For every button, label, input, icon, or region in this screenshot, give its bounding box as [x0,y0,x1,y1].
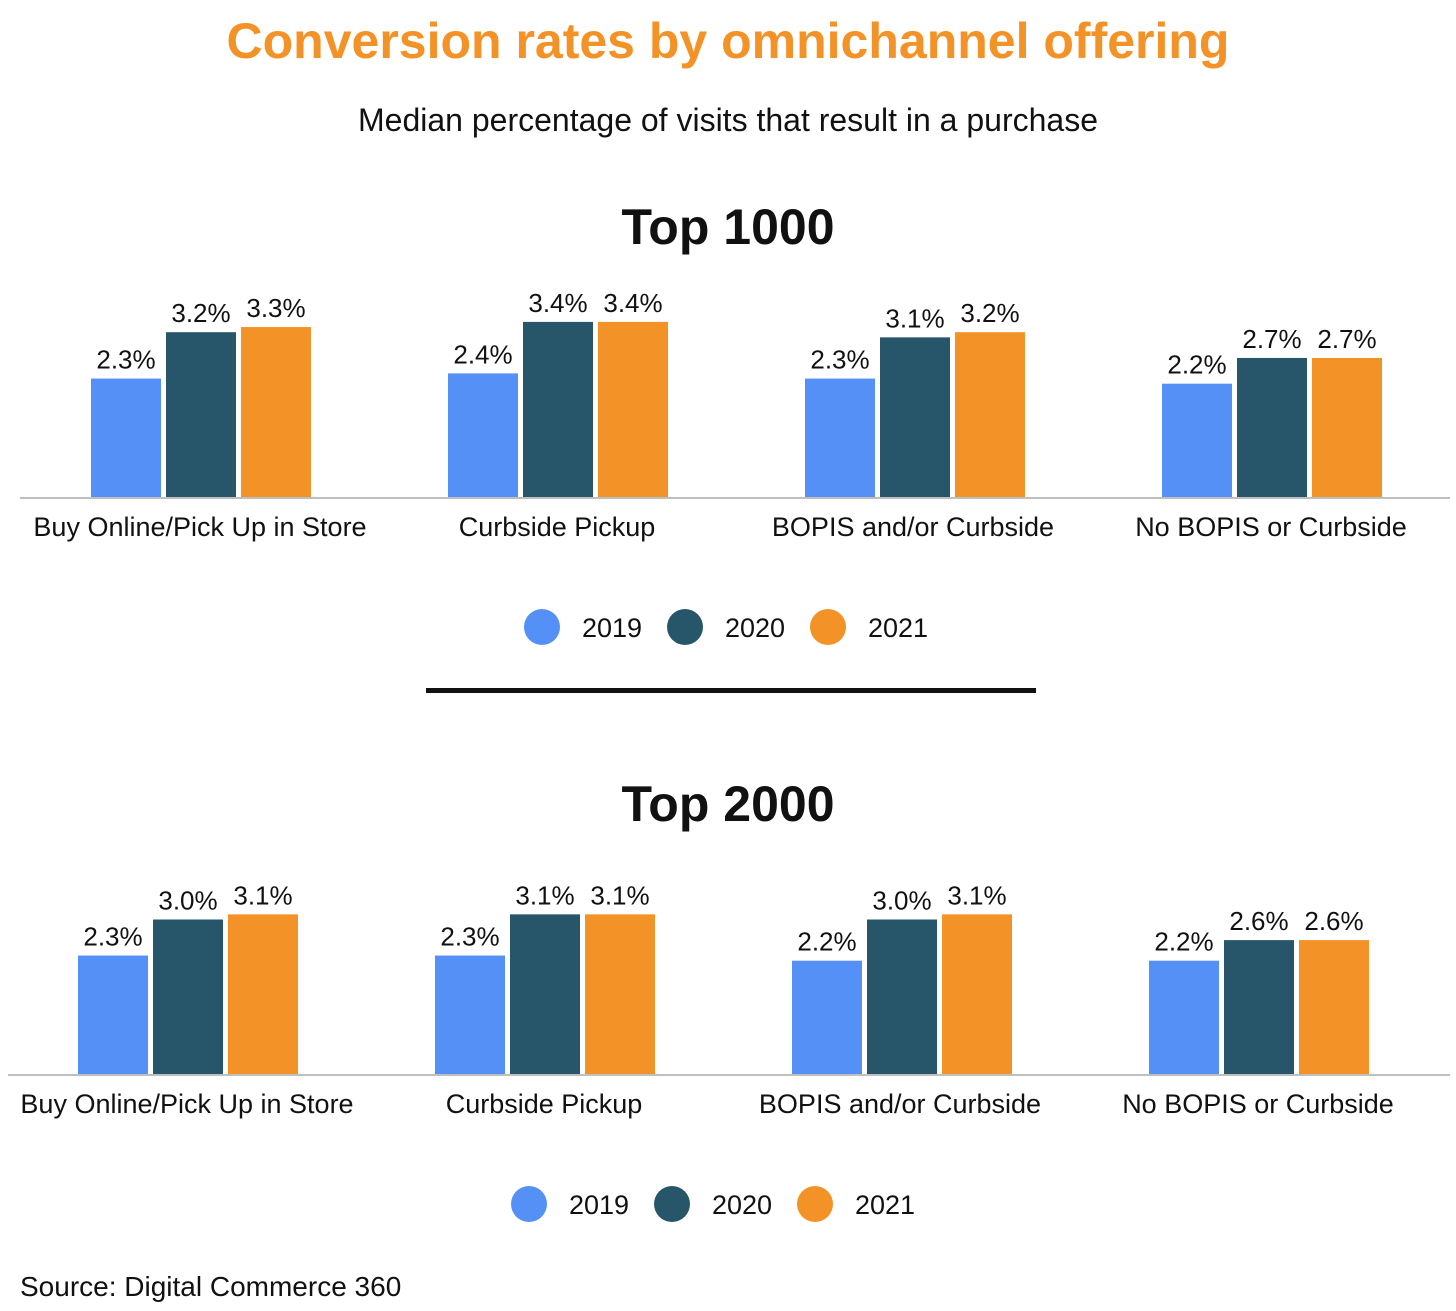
chart-1-value-label: 2.2% [1154,927,1213,957]
chart-0-value-label: 2.4% [453,339,512,369]
chart-0-value-label: 3.1% [885,303,944,333]
chart-1-value-label: 2.3% [440,922,499,952]
chart-0-bar-2021-2 [955,332,1025,497]
chart-0-bar-2019-3 [1162,383,1232,497]
chart-0-bar-2020-0 [166,332,236,497]
chart-0-legend-swatch-2019 [524,609,560,645]
chart-0-bar-2020-2 [880,337,950,497]
chart-0-value-label: 2.3% [96,345,155,375]
chart-0-legend-swatch-2020 [667,609,703,645]
chart-0-value-label: 3.4% [528,288,587,318]
chart-0-value-label: 3.3% [246,293,305,323]
source-note: Source: Digital Commerce 360 [20,1271,402,1302]
chart-1-bar-2019-0 [78,955,148,1074]
chart-0-value-label: 2.2% [1167,350,1226,380]
chart-0-bar-2019-2 [805,378,875,497]
chart-1-value-label: 3.0% [158,886,217,916]
chart-1-bar-2019-1 [435,955,505,1074]
panel-title-top-2000: Top 2000 [621,776,835,832]
chart-1-value-label: 2.6% [1304,906,1363,936]
chart-1-value-label: 3.0% [872,886,931,916]
section-divider [426,688,1036,693]
chart-1-bar-2019-3 [1149,960,1219,1074]
chart-1-legend-label-2021: 2021 [855,1190,915,1220]
chart-1-legend-label-2020: 2020 [712,1190,772,1220]
chart-0-bar-2021-0 [241,327,311,497]
chart-0-bar-2021-1 [598,321,668,497]
chart-0-category-label: Buy Online/Pick Up in Store [33,512,366,542]
chart-0-bar-2020-3 [1237,357,1307,497]
chart-1-bar-2020-2 [867,919,937,1074]
chart-title: Conversion rates by omnichannel offering [226,13,1230,69]
chart-1-category-label: Buy Online/Pick Up in Store [20,1089,353,1119]
chart-1-value-label: 3.1% [515,880,574,910]
chart-0-value-label: 2.3% [810,345,869,375]
chart-1-bar-2021-1 [585,914,655,1074]
chart-1-bar-2019-2 [792,960,862,1074]
chart-1-value-label: 2.2% [797,927,856,957]
chart-0-bar-2019-0 [91,378,161,497]
chart-1-legend-swatch-2021 [797,1186,833,1222]
chart-1-bar-2020-3 [1224,940,1294,1074]
chart-1-bar-2021-0 [228,914,298,1074]
chart-1-legend-swatch-2019 [511,1186,547,1222]
chart-1-value-label: 3.1% [947,880,1006,910]
chart-top-2000: 2.3% 2.3% 2.2% 2.2% 3.0% 3.1% 3.0% 2.6% 3.1% 3.1%… [8,880,1450,1222]
chart-0-category-label: BOPIS and/or Curbside [772,512,1054,542]
chart-1-legend-label-2019: 2019 [569,1190,629,1220]
chart-top-1000: 2.3% 2.4% 2.3% 2.2% 3.2% 3.4% 3.1% 2.7% 3.3% 3.4%… [20,288,1450,645]
chart-0-category-label: No BOPIS or Curbside [1135,512,1407,542]
chart-1-value-label: 3.1% [233,880,292,910]
chart-1-value-label: 3.1% [590,880,649,910]
chart-0-legend-swatch-2021 [810,609,846,645]
chart-1-value-label: 2.6% [1229,906,1288,936]
chart-1-bar-2021-2 [942,914,1012,1074]
chart-subtitle: Median percentage of visits that result … [358,102,1098,138]
chart-1-bar-2020-0 [153,919,223,1074]
chart-0-category-label: Curbside Pickup [459,512,656,542]
chart-1-legend-swatch-2020 [654,1186,690,1222]
chart-1-category-label: BOPIS and/or Curbside [759,1089,1041,1119]
chart-0-value-label: 3.2% [171,298,230,328]
panel-title-top-1000: Top 1000 [621,199,835,255]
chart-0-bar-2020-1 [523,321,593,497]
chart-1-value-label: 2.3% [83,922,142,952]
chart-1-bar-2020-1 [510,914,580,1074]
chart-0-legend-label-2020: 2020 [725,613,785,643]
chart-0-value-label: 3.4% [603,288,662,318]
chart-0-value-label: 3.2% [960,298,1019,328]
chart-1-category-label: Curbside Pickup [446,1089,643,1119]
chart-1-category-label: No BOPIS or Curbside [1122,1089,1394,1119]
chart-0-bar-2021-3 [1312,357,1382,497]
chart-0-legend-label-2019: 2019 [582,613,642,643]
chart-0-value-label: 2.7% [1242,324,1301,354]
chart-1-bar-2021-3 [1299,940,1369,1074]
chart-0-legend-label-2021: 2021 [868,613,928,643]
chart-0-bar-2019-1 [448,373,518,497]
chart-0-value-label: 2.7% [1317,324,1376,354]
